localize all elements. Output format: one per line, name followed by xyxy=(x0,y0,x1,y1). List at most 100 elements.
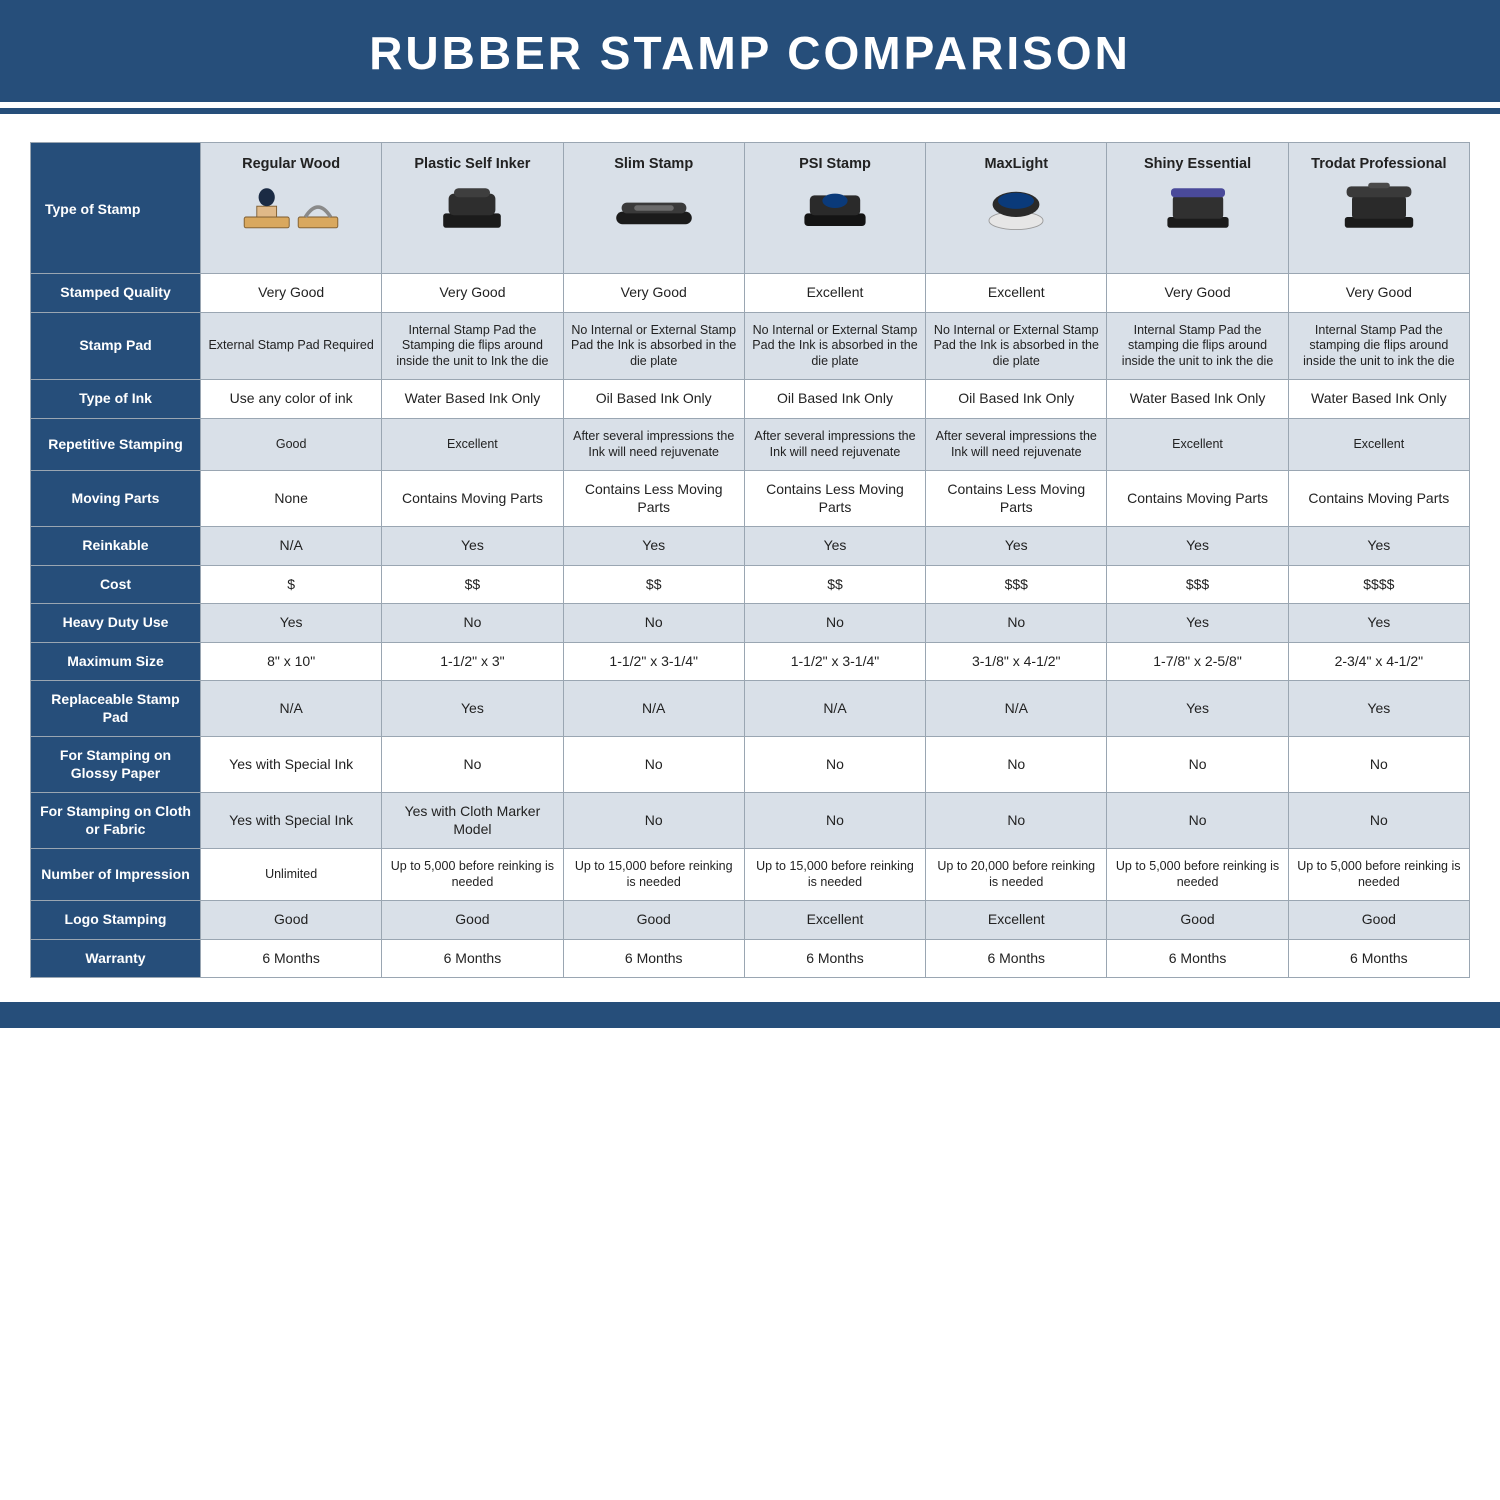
cell: 6 Months xyxy=(382,939,563,978)
row-label: Cost xyxy=(31,565,201,604)
cell: After several impressions the Ink will n… xyxy=(926,418,1107,470)
table-row: Type of InkUse any color of ink Water Bas… xyxy=(31,380,1470,419)
title-underline xyxy=(0,108,1500,114)
cell: External Stamp Pad Required xyxy=(201,312,382,380)
cell: 6 Months xyxy=(744,939,925,978)
cell: 3-1/8" x 4-1/2" xyxy=(926,642,1107,681)
cell: No xyxy=(744,604,925,643)
slim-stamp-icon xyxy=(570,179,738,237)
cell: No xyxy=(1107,793,1288,849)
row-header-type-of-stamp: Type of Stamp xyxy=(31,143,201,274)
col-header-label: PSI Stamp xyxy=(799,156,871,172)
cell: No xyxy=(382,604,563,643)
table-body: Stamped QualityVery GoodVery GoodVery Go… xyxy=(31,274,1470,978)
cell: Excellent xyxy=(744,274,925,313)
cell: Up to 15,000 before reinking is needed xyxy=(563,849,744,901)
cell: $$ xyxy=(563,565,744,604)
table-row: Number of ImpressionUnlimitedUp to 5,000… xyxy=(31,849,1470,901)
cell: 1-1/2" x 3-1/4" xyxy=(563,642,744,681)
cell: Up to 5,000 before reinking is needed xyxy=(382,849,563,901)
row-label: Heavy Duty Use xyxy=(31,604,201,643)
col-header-label: Regular Wood xyxy=(242,156,340,172)
row-label: For Stamping on Cloth or Fabric xyxy=(31,793,201,849)
cell: Use any color of ink xyxy=(201,380,382,419)
table-row: Cost$$$$$$$$$$$$$$$$$ xyxy=(31,565,1470,604)
cell: No xyxy=(926,793,1107,849)
cell: Internal Stamp Pad the Stamping die flip… xyxy=(382,312,563,380)
cell: Oil Based Ink Only xyxy=(744,380,925,419)
cell: Yes xyxy=(1288,604,1469,643)
cell: $$$ xyxy=(1107,565,1288,604)
cell: 6 Months xyxy=(1288,939,1469,978)
cell: No xyxy=(744,737,925,793)
row-label: For Stamping on Glossy Paper xyxy=(31,737,201,793)
cell: 2-3/4" x 4-1/2" xyxy=(1288,642,1469,681)
cell: No Internal or External Stamp Pad the In… xyxy=(744,312,925,380)
comparison-table: Type of Stamp Regular Wood Plastic Self … xyxy=(30,142,1470,978)
cell: Contains Moving Parts xyxy=(1107,471,1288,527)
cell: Oil Based Ink Only xyxy=(563,380,744,419)
cell: Good xyxy=(563,901,744,940)
cell: Excellent xyxy=(744,901,925,940)
cell: $$$ xyxy=(926,565,1107,604)
cell: Yes with Special Ink xyxy=(201,737,382,793)
table-row: Replaceable Stamp PadN/AYesN/AN/AN/AYesY… xyxy=(31,681,1470,737)
cell: Yes xyxy=(1288,681,1469,737)
cell: Water Based Ink Only xyxy=(1107,380,1288,419)
table-row: Logo StampingGoodGoodGoodExcellentExcell… xyxy=(31,901,1470,940)
col-header-maxlight: MaxLight xyxy=(926,143,1107,274)
col-header-label: Plastic Self Inker xyxy=(414,156,530,172)
col-header-label: MaxLight xyxy=(984,156,1048,172)
cell: No Internal or External Stamp Pad the In… xyxy=(563,312,744,380)
cell: $$ xyxy=(382,565,563,604)
page-title: RUBBER STAMP COMPARISON xyxy=(0,0,1500,102)
cell: 6 Months xyxy=(926,939,1107,978)
cell: Oil Based Ink Only xyxy=(926,380,1107,419)
table-header-row: Type of Stamp Regular Wood Plastic Self … xyxy=(31,143,1470,274)
table-row: Repetitive StampingGoodExcellentAfter se… xyxy=(31,418,1470,470)
table-row: Warranty6 Months6 Months6 Months6 Months… xyxy=(31,939,1470,978)
cell: Good xyxy=(382,901,563,940)
cell: Yes xyxy=(382,527,563,566)
cell: 1-1/2" x 3" xyxy=(382,642,563,681)
cell: Internal Stamp Pad the stamping die flip… xyxy=(1288,312,1469,380)
shiny-essential-stamp-icon xyxy=(1113,179,1281,237)
col-header-label: Trodat Professional xyxy=(1311,156,1446,172)
cell: No Internal or External Stamp Pad the In… xyxy=(926,312,1107,380)
row-label: Stamp Pad xyxy=(31,312,201,380)
cell: After several impressions the Ink will n… xyxy=(744,418,925,470)
cell: Water Based Ink Only xyxy=(1288,380,1469,419)
cell: Excellent xyxy=(382,418,563,470)
col-header-psi-stamp: PSI Stamp xyxy=(744,143,925,274)
row-label: Type of Ink xyxy=(31,380,201,419)
table-row: ReinkableN/AYesYesYesYesYesYes xyxy=(31,527,1470,566)
plastic-self-inker-stamp-icon xyxy=(388,179,556,237)
cell: Good xyxy=(1288,901,1469,940)
maxlight-stamp-icon xyxy=(932,179,1100,237)
cell: N/A xyxy=(201,527,382,566)
cell: No xyxy=(744,793,925,849)
cell: N/A xyxy=(744,681,925,737)
cell: Excellent xyxy=(926,274,1107,313)
cell: Yes with Special Ink xyxy=(201,793,382,849)
cell: No xyxy=(563,737,744,793)
cell: $$ xyxy=(744,565,925,604)
cell: N/A xyxy=(201,681,382,737)
cell: Yes xyxy=(1107,527,1288,566)
cell: Yes xyxy=(1107,604,1288,643)
cell: Contains Less Moving Parts xyxy=(563,471,744,527)
table-row: Stamped QualityVery GoodVery GoodVery Go… xyxy=(31,274,1470,313)
cell: No xyxy=(563,604,744,643)
cell: Yes xyxy=(1288,527,1469,566)
row-label: Stamped Quality xyxy=(31,274,201,313)
table-row: For Stamping on Cloth or FabricYes with … xyxy=(31,793,1470,849)
cell: $$$$ xyxy=(1288,565,1469,604)
cell: Good xyxy=(201,901,382,940)
col-header-label: Slim Stamp xyxy=(614,156,693,172)
cell: Up to 5,000 before reinking is needed xyxy=(1288,849,1469,901)
cell: 1-1/2" x 3-1/4" xyxy=(744,642,925,681)
row-label: Number of Impression xyxy=(31,849,201,901)
cell: Excellent xyxy=(1288,418,1469,470)
footer-bar xyxy=(0,1002,1500,1028)
cell: Up to 5,000 before reinking is needed xyxy=(1107,849,1288,901)
